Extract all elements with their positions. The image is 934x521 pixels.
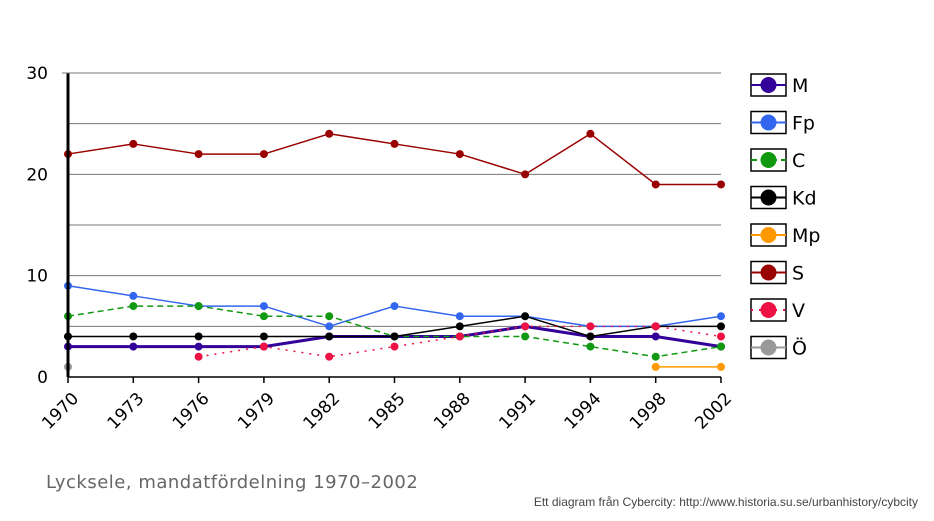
series-layer: [64, 129, 725, 371]
legend: M Fp C Kd Mp SVÖ: [750, 73, 820, 360]
source-credit: Ett diagram från Cybercity: http://www.h…: [533, 495, 918, 509]
x-tick-label: 1979: [234, 389, 279, 434]
series-S: [64, 129, 725, 189]
series-line: [198, 325, 722, 358]
data-point: [194, 352, 203, 361]
legend-label: M: [792, 75, 808, 97]
legend-item-Ö: Ö: [750, 335, 807, 360]
data-point: [325, 129, 334, 138]
legend-item-Mp: Mp: [750, 223, 820, 247]
data-point: [129, 302, 138, 311]
data-point: [651, 180, 660, 189]
legend-label: Mp: [792, 225, 820, 247]
series-V: [194, 322, 725, 361]
y-tick-label: 0: [37, 368, 48, 388]
x-tick-label: 1976: [169, 389, 214, 434]
x-tick-label: 2002: [691, 389, 736, 434]
legend-swatch-marker: [760, 152, 777, 168]
data-point: [325, 322, 334, 331]
data-point: [455, 150, 464, 159]
data-point: [129, 139, 138, 148]
data-point: [194, 332, 203, 341]
legend-swatch-marker: [760, 189, 777, 206]
legend-item-Kd: Kd: [750, 185, 817, 210]
x-tick-label: 1970: [38, 389, 83, 434]
x-tick-label: 1988: [430, 389, 475, 434]
legend-swatch-marker: [760, 339, 777, 356]
data-point: [521, 170, 530, 179]
legend-label: Kd: [792, 188, 817, 210]
x-tick-label: 1982: [299, 389, 344, 434]
axes: [62, 72, 721, 378]
data-point: [194, 302, 203, 311]
data-point: [586, 129, 595, 138]
data-point: [455, 332, 464, 341]
x-tick-label: 1994: [561, 389, 606, 434]
data-point: [129, 332, 138, 341]
data-point: [717, 180, 725, 189]
data-point: [651, 362, 660, 371]
data-point: [717, 322, 725, 331]
data-point: [259, 342, 268, 351]
legend-swatch-marker: [760, 227, 777, 243]
x-tick-label: 1985: [365, 389, 410, 434]
data-point: [651, 332, 660, 341]
data-point: [455, 322, 464, 331]
data-point: [390, 332, 399, 341]
data-point: [521, 322, 530, 331]
data-point: [586, 332, 595, 341]
data-point: [651, 322, 660, 331]
legend-swatch-marker: [760, 264, 777, 281]
data-point: [521, 332, 530, 341]
y-axis-ticks: 0 10 20 30: [26, 64, 48, 388]
series-Mp: [651, 362, 725, 371]
legend-item-V: V: [750, 298, 805, 322]
legend-label: Fp: [792, 113, 815, 135]
data-point: [390, 302, 399, 311]
legend-swatch-marker: [760, 77, 777, 93]
data-point: [717, 312, 725, 321]
legend-swatch-marker: [760, 114, 777, 131]
data-point: [521, 312, 530, 321]
data-point: [325, 312, 334, 321]
legend-label: V: [792, 300, 805, 322]
legend-item-M: M: [750, 73, 808, 97]
legend-swatch-marker: [760, 302, 777, 318]
legend-item-C: C: [750, 148, 805, 172]
data-point: [717, 362, 725, 371]
data-point: [717, 332, 725, 341]
grid-lines: [68, 72, 721, 327]
data-point: [586, 342, 595, 351]
data-point: [259, 332, 268, 341]
legend-label: S: [792, 263, 804, 285]
data-point: [259, 312, 268, 321]
legend-label: C: [792, 150, 805, 172]
legend-item-S: S: [750, 260, 804, 285]
y-tick-label: 10: [26, 267, 48, 287]
data-point: [194, 342, 203, 351]
chart-caption: Lycksele, mandatfördelning 1970–2002: [46, 472, 419, 493]
data-point: [194, 150, 203, 159]
data-point: [455, 312, 464, 321]
y-tick-label: 30: [26, 64, 48, 84]
data-point: [129, 291, 138, 300]
data-point: [259, 302, 268, 311]
data-point: [325, 352, 334, 361]
data-point: [259, 150, 268, 159]
data-point: [586, 322, 595, 331]
data-point: [717, 342, 725, 351]
data-point: [390, 139, 399, 148]
data-point: [325, 332, 334, 341]
x-tick-label: 1991: [495, 389, 540, 434]
x-axis-ticks: 1970 1973 1976 1979 1982 1985 1988 1991 1994 1998…: [38, 377, 736, 434]
data-point: [651, 352, 660, 361]
legend-item-Fp: Fp: [750, 110, 815, 135]
legend-label: Ö: [792, 337, 807, 360]
y-tick-label: 20: [26, 165, 48, 185]
x-tick-label: 1998: [626, 389, 671, 434]
data-point: [390, 342, 399, 351]
data-point: [129, 342, 138, 351]
x-tick-label: 1973: [104, 389, 149, 434]
